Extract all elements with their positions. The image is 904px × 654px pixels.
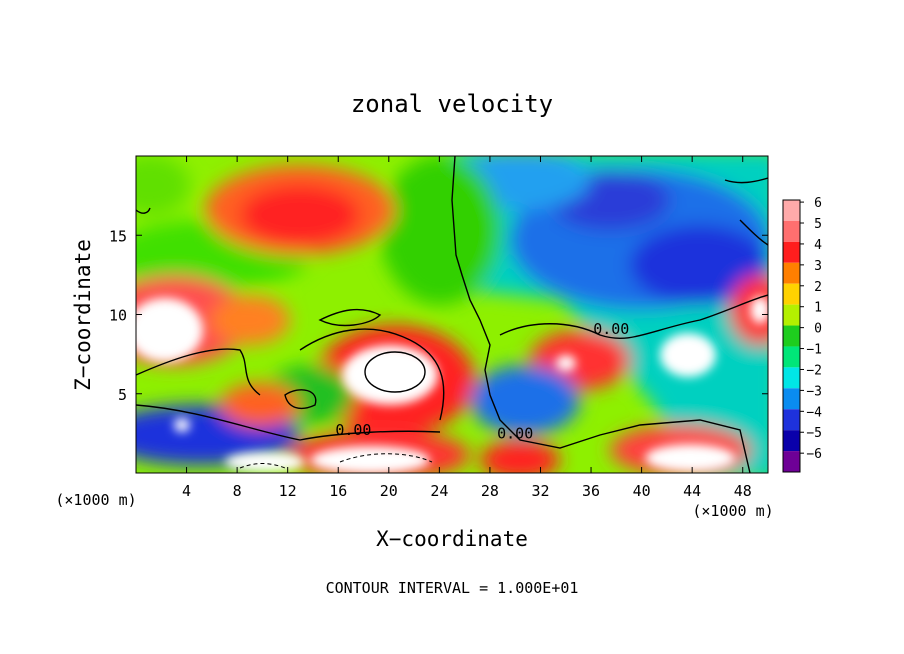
- contour-label: 0.00: [335, 421, 371, 439]
- x-tick-label: 48: [734, 482, 752, 500]
- colorbar-label: −2: [806, 363, 822, 378]
- x-unit-label-left: (×1000 m): [55, 491, 136, 509]
- x-tick-label: 12: [279, 482, 297, 500]
- contour-labels: 0.00 0.00 0.00: [335, 320, 629, 443]
- colorbar-swatch: [783, 367, 800, 389]
- x-tick-label: 20: [380, 482, 398, 500]
- contour-label: 0.00: [593, 320, 629, 338]
- colorbar: 6 5 4 3 2 1 0 −1 −2 −3 −4 −5 −6: [782, 196, 822, 473]
- negative-contours: [239, 453, 433, 469]
- colorbar-label: −4: [806, 405, 822, 420]
- y-axis-label: Z−coordinate: [71, 239, 95, 391]
- colorbar-swatch: [783, 200, 800, 221]
- x-tick-label: 40: [633, 482, 651, 500]
- y-tick-label: 15: [109, 227, 127, 245]
- x-tick-label: 36: [582, 482, 600, 500]
- y-tick-label: 10: [109, 307, 127, 325]
- colorbar-swatch: [783, 325, 800, 347]
- x-tick-label: 44: [683, 482, 701, 500]
- out-of-range-regions: [136, 296, 768, 473]
- colorbar-label: −6: [806, 447, 822, 462]
- zero-contours: [136, 156, 768, 473]
- y-axis: 5 10 15: [109, 227, 768, 404]
- colorbar-swatch: [783, 346, 800, 368]
- x-unit-label-right: (×1000 m): [692, 502, 773, 520]
- x-tick-label: 16: [329, 482, 347, 500]
- colorbar-label: −1: [806, 343, 822, 358]
- chart-title: zonal velocity: [351, 90, 553, 118]
- colorbar-swatch: [783, 241, 800, 263]
- colorbar-label: 0: [814, 322, 822, 337]
- contour-label: 0.00: [497, 424, 533, 442]
- colorbar-label: −5: [806, 426, 822, 441]
- colorbar-swatch: [783, 430, 800, 452]
- colorbar-swatch: [783, 409, 800, 431]
- colorbar-swatch: [783, 451, 800, 472]
- colorbar-swatch: [783, 283, 800, 305]
- colorbar-label: 3: [814, 259, 822, 274]
- x-axis-label: X−coordinate: [376, 527, 528, 551]
- colorbar-frame: [782, 199, 801, 473]
- x-tick-label: 28: [481, 482, 499, 500]
- y-tick-label: 5: [118, 386, 127, 404]
- contour-interval-note: CONTOUR INTERVAL = 1.000E+01: [326, 579, 579, 597]
- colorbar-label: 1: [814, 301, 822, 316]
- x-tick-label: 8: [233, 482, 242, 500]
- colorbar-swatch: [783, 220, 800, 242]
- x-tick-label: 24: [430, 482, 448, 500]
- x-tick-label: 4: [182, 482, 191, 500]
- colorbar-label: −3: [806, 384, 822, 399]
- x-axis: 4 8 12 16 20 24 28 32 36 40 44 48: [182, 156, 752, 500]
- colorbar-label: 5: [814, 217, 822, 232]
- colorbar-swatch: [783, 388, 800, 410]
- colorbar-label: 2: [814, 280, 822, 295]
- colorbar-swatch: [783, 304, 800, 326]
- colorbar-swatch: [783, 262, 800, 284]
- colorbar-label: 4: [814, 238, 822, 253]
- colorbar-label: 6: [814, 196, 822, 211]
- plot-area: [136, 156, 768, 473]
- x-tick-label: 32: [531, 482, 549, 500]
